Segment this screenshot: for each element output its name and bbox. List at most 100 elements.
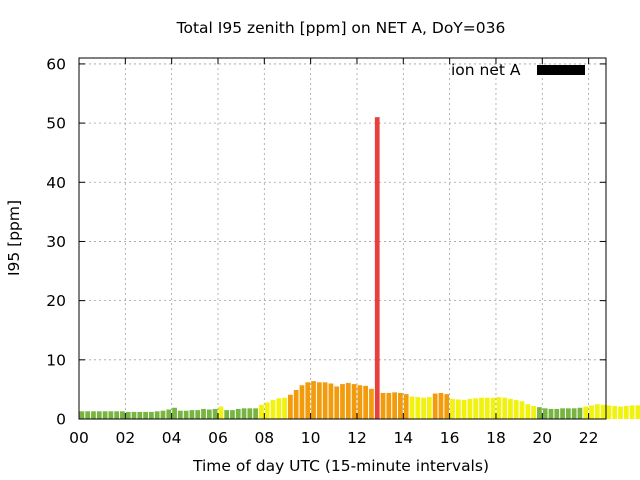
bar <box>322 382 328 419</box>
bar <box>421 397 426 419</box>
legend: ion net A <box>451 61 585 79</box>
bar <box>612 405 618 419</box>
bars <box>79 117 640 419</box>
bar <box>496 397 502 419</box>
bar <box>351 384 357 419</box>
bar <box>218 406 224 419</box>
x-tick-label: 16 <box>440 429 460 447</box>
x-tick-label: 00 <box>69 429 89 447</box>
bar <box>230 410 235 419</box>
bar <box>386 392 392 419</box>
bar <box>548 408 554 419</box>
y-tick-label: 30 <box>46 233 66 251</box>
x-tick-label: 18 <box>486 429 506 447</box>
bar <box>502 397 508 419</box>
bar <box>241 408 247 419</box>
x-tick-label: 14 <box>393 429 413 447</box>
bar <box>288 394 293 419</box>
bar <box>363 385 369 419</box>
x-tick-label: 02 <box>115 429 135 447</box>
bar <box>537 407 542 419</box>
bar <box>357 385 363 419</box>
x-tick-label: 22 <box>579 429 599 447</box>
axis-ticks <box>78 58 606 420</box>
bar <box>247 408 253 419</box>
bar <box>91 411 96 419</box>
bar <box>224 410 230 419</box>
bar <box>426 397 432 419</box>
bar <box>369 388 374 419</box>
bar <box>531 405 536 419</box>
bar <box>479 397 484 419</box>
bar <box>195 410 201 419</box>
bar <box>519 401 525 419</box>
bar <box>316 382 322 419</box>
legend-label: ion net A <box>451 61 521 79</box>
bar <box>340 384 345 419</box>
x-axis-label: Time of day UTC (15-minute intervals) <box>192 457 489 475</box>
bar <box>166 409 172 419</box>
bar <box>253 408 259 419</box>
bar <box>571 408 577 419</box>
bar <box>212 408 218 419</box>
bar <box>293 390 299 419</box>
bar <box>270 400 276 419</box>
bar <box>594 404 600 419</box>
bar <box>415 397 421 419</box>
bar <box>525 404 531 419</box>
bar <box>149 411 154 419</box>
bar <box>392 392 397 419</box>
bar <box>565 408 571 419</box>
bar <box>328 383 334 419</box>
bar <box>114 411 120 419</box>
bar <box>513 400 519 419</box>
x-tick-label: 10 <box>301 429 321 447</box>
x-tick-labels: 00 02 04 06 08 10 12 14 16 18 20 22 <box>69 429 598 447</box>
bar <box>438 392 444 419</box>
legend-swatch <box>537 65 585 75</box>
bar <box>160 410 166 419</box>
bar <box>108 411 114 419</box>
bar <box>484 397 490 419</box>
y-tick-label: 20 <box>46 292 66 310</box>
bar <box>201 408 206 419</box>
x-tick-label: 06 <box>208 429 228 447</box>
bar <box>125 411 131 419</box>
x-tick-label: 20 <box>532 429 552 447</box>
bar <box>554 408 560 419</box>
bar <box>259 404 264 419</box>
bar <box>467 398 473 419</box>
bar <box>235 408 241 419</box>
bar <box>623 405 629 419</box>
bar <box>282 397 287 419</box>
bar <box>120 411 125 419</box>
bar <box>206 409 212 419</box>
bar <box>542 408 548 419</box>
x-tick-label: 12 <box>347 429 367 447</box>
bar <box>276 398 282 419</box>
bar <box>629 405 635 419</box>
y-tick-label: 50 <box>46 115 66 133</box>
bar <box>600 404 606 419</box>
y-axis-label: I95 [ppm] <box>5 200 23 276</box>
bar <box>560 408 565 419</box>
y-tick-labels: 0 10 20 30 40 50 60 <box>46 55 66 428</box>
bar <box>508 398 513 419</box>
bar <box>183 410 189 419</box>
bar <box>345 382 351 419</box>
bar <box>473 398 479 419</box>
bar <box>154 411 160 419</box>
bar <box>444 394 450 419</box>
bar <box>403 394 409 419</box>
bar <box>189 410 195 419</box>
bar <box>455 399 461 419</box>
x-tick-label: 08 <box>254 429 274 447</box>
bar <box>583 406 589 419</box>
bar <box>380 392 386 419</box>
grid-lines <box>79 58 606 419</box>
bar <box>432 393 438 419</box>
x-tick-label: 04 <box>162 429 182 447</box>
bar <box>461 400 467 419</box>
bar <box>618 406 623 419</box>
